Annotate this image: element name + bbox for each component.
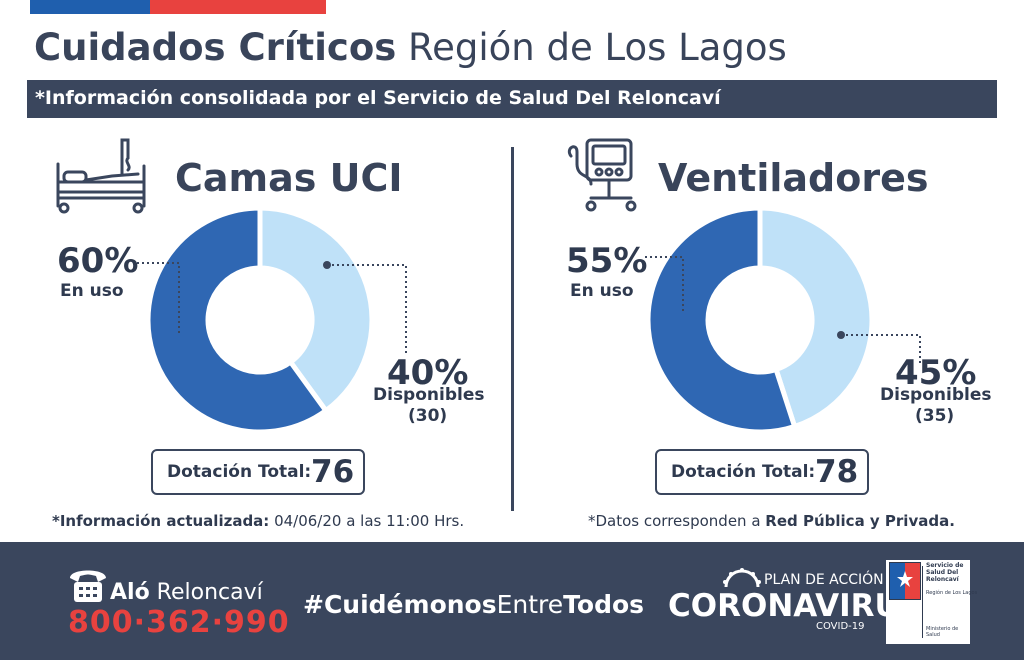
section-divider xyxy=(511,147,514,511)
chile-crest-icon xyxy=(889,562,921,600)
hospital-bed-icon xyxy=(56,138,146,214)
donut-chart-ventiladores xyxy=(645,205,875,435)
chart-title-ventiladores: Ventiladores xyxy=(658,156,929,200)
plan-de-accion-label: PLAN DE ACCIÓN xyxy=(764,572,884,588)
label-disponibles-ventiladores: Disponibles xyxy=(880,385,992,405)
total-box-ventiladores: Dotación Total: 78 xyxy=(655,449,869,495)
label-disponibles-camas: Disponibles xyxy=(373,385,485,405)
leader-line-disponibles-camas xyxy=(323,261,407,356)
leader-line-en-uso-camas xyxy=(137,262,180,336)
pct-disponibles-camas: 40% xyxy=(387,353,469,393)
slice-en-uso xyxy=(645,205,798,435)
subtitle-text: *Información consolidada por el Servicio… xyxy=(35,87,721,109)
flag-stripe xyxy=(30,0,326,14)
ventilator-icon xyxy=(567,138,637,212)
pct-en-uso-camas: 60% xyxy=(57,241,139,281)
slice-disponibles xyxy=(257,205,375,415)
note-updated: *Información actualizada: 04/06/20 a las… xyxy=(52,512,465,530)
virus-icon xyxy=(723,568,761,588)
telephone-icon xyxy=(70,570,106,602)
alo-reloncavi-brand: Aló Reloncaví xyxy=(110,580,263,605)
chart-title-camas: Camas UCI xyxy=(175,156,403,200)
subtitle-bar: *Información consolidada por el Servicio… xyxy=(27,80,997,118)
covid-label: COVID-19 xyxy=(816,621,865,632)
page-title: Cuidados Críticos Región de Los Lagos xyxy=(34,26,787,69)
total-label-camas: Dotación Total: xyxy=(167,462,312,482)
count-disponibles-camas: (30) xyxy=(408,406,448,426)
hashtag-text: #CuidémonosEntreTodos xyxy=(303,590,645,619)
donut-chart-camas xyxy=(145,205,375,435)
slice-en-uso xyxy=(145,205,330,435)
ministry-logo: Servicio de Salud Del Reloncaví Región d… xyxy=(886,560,977,644)
pct-disponibles-ventiladores: 45% xyxy=(895,353,977,393)
total-value-ventiladores: 78 xyxy=(815,454,859,490)
label-en-uso-camas: En uso xyxy=(60,281,124,301)
total-label-ventiladores: Dotación Total: xyxy=(671,462,816,482)
leader-line-en-uso-ventiladores xyxy=(645,256,684,314)
label-en-uso-ventiladores: En uso xyxy=(570,281,634,301)
coronavirus-label: CORONAVIRUS xyxy=(668,588,923,624)
phone-number: 800·362·990 xyxy=(68,605,290,640)
total-box-camas: Dotación Total: 76 xyxy=(151,449,365,495)
footer-bar xyxy=(0,542,1024,660)
slice-disponibles xyxy=(757,205,875,430)
note-data-source: *Datos corresponden a Red Pública y Priv… xyxy=(588,512,955,530)
pct-en-uso-ventiladores: 55% xyxy=(566,241,648,281)
count-disponibles-ventiladores: (35) xyxy=(915,406,955,426)
leader-line-disponibles-ventiladores xyxy=(837,331,921,364)
total-value-camas: 76 xyxy=(311,454,355,490)
